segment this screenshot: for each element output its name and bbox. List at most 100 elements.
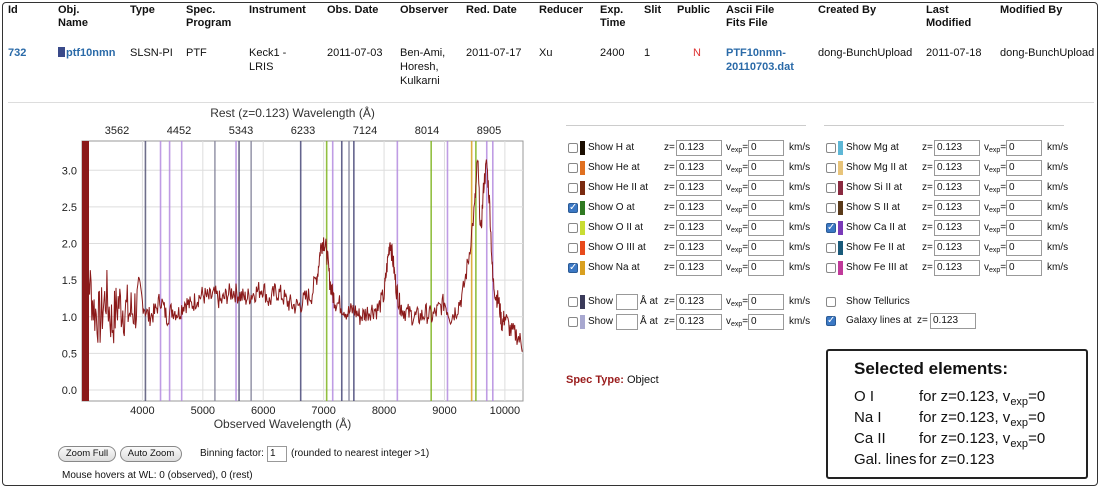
header-created-by[interactable]: Created By (818, 4, 877, 16)
z-input[interactable]: 0.123 (934, 220, 980, 236)
spectrum-chart[interactable]: 4000 5000 6000 7000 8000 9000 10000 0.0 0.5 1.0 1.… (0, 104, 540, 444)
z-input[interactable]: 0.123 (676, 314, 722, 330)
line-label: Show S II at (846, 202, 900, 213)
galaxy-z-input[interactable]: 0.123 (930, 313, 976, 329)
z-input[interactable]: 0.123 (934, 240, 980, 256)
ascii-file-link[interactable]: PTF10nmn- 20110703.dat (726, 47, 794, 73)
line-label: Show He II at (588, 182, 649, 193)
tellurics-checkbox[interactable] (826, 297, 836, 307)
line-color-swatch (580, 161, 585, 175)
custom-line-checkbox[interactable] (568, 317, 578, 327)
custom-line-checkbox[interactable] (568, 297, 578, 307)
line-checkbox[interactable] (826, 183, 836, 193)
line-checkbox[interactable] (568, 143, 578, 153)
header-instrument[interactable]: Instrument (249, 4, 306, 16)
row-id-link[interactable]: 732 (8, 47, 27, 59)
header-spec-program[interactable]: Spec. Program (186, 4, 232, 29)
z-input[interactable]: 0.123 (676, 240, 722, 256)
vexp-input[interactable]: 0 (1006, 160, 1042, 176)
header-last-modified[interactable]: Last Modified (926, 4, 972, 29)
line-checkbox[interactable] (568, 223, 578, 233)
vexp-input[interactable]: 0 (1006, 260, 1042, 276)
vexp-input[interactable]: 0 (748, 260, 784, 276)
vexp-input[interactable]: 0 (1006, 240, 1042, 256)
row-type: SLSN-PI (130, 47, 173, 59)
vexp-input[interactable]: 0 (748, 294, 784, 310)
line-checkbox[interactable] (826, 163, 836, 173)
z-input[interactable]: 0.123 (676, 294, 722, 310)
z-input[interactable]: 0.123 (934, 160, 980, 176)
line-checkbox[interactable] (826, 243, 836, 253)
z-input[interactable]: 0.123 (676, 140, 722, 156)
obj-name-link[interactable]: ptf10nmn (66, 47, 116, 59)
chart-title: Rest (z=0.123) Wavelength (Å) (210, 105, 375, 120)
vexp-input[interactable]: 0 (748, 180, 784, 196)
vexp-input[interactable]: 0 (748, 200, 784, 216)
vexp-input[interactable]: 0 (1006, 200, 1042, 216)
header-obs-date[interactable]: Obs. Date (327, 4, 379, 16)
line-row-lines-left-3: Show O at z=0.123 vexp=0 km/s (568, 200, 810, 218)
line-checkbox[interactable] (826, 143, 836, 153)
header-id[interactable]: Id (8, 4, 18, 16)
line-row-lines-left-1: Show He at z= 0.123 vexp= 0 km/s (568, 160, 810, 178)
z-input[interactable]: 0.123 (676, 180, 722, 196)
wavelength-input[interactable] (616, 294, 638, 310)
vexp-label: vexp= (984, 162, 1007, 174)
vexp-input[interactable]: 0 (1006, 140, 1042, 156)
line-checkbox[interactable] (568, 243, 578, 253)
selected-elements-box: Selected elements: O I for z=0.123, vexp=… (826, 349, 1088, 479)
y-tick-label: 0.0 (62, 385, 77, 397)
vexp-input[interactable]: 0 (1006, 180, 1042, 196)
vexp-input[interactable]: 0 (748, 220, 784, 236)
y-tick-label: 2.5 (62, 202, 77, 214)
y-tick-label: 1.0 (62, 312, 77, 324)
line-row-lines-left-0: Show H at z= 0.123 vexp= 0 km/s (568, 140, 810, 158)
vexp-label: vexp= (726, 296, 749, 308)
vexp-input[interactable]: 0 (748, 240, 784, 256)
z-input[interactable]: 0.123 (676, 200, 722, 216)
line-checkbox[interactable] (826, 203, 836, 213)
selected-title: Selected elements: (854, 359, 1009, 378)
auto-zoom-button[interactable]: Auto Zoom (120, 446, 182, 462)
line-color-swatch (838, 181, 843, 195)
vexp-input[interactable]: 0 (748, 314, 784, 330)
header-exp-time[interactable]: Exp. Time (600, 4, 626, 29)
header-reducer[interactable]: Reducer (539, 4, 584, 16)
spectrum-icon[interactable] (58, 47, 65, 57)
z-input[interactable]: 0.123 (934, 260, 980, 276)
header-type[interactable]: Type (130, 4, 155, 16)
line-checkbox[interactable] (826, 220, 836, 236)
zoom-full-button[interactable]: Zoom Full (58, 446, 116, 462)
line-row-lines-right-3: Show S II at z= 0.123 vexp= 0 km/s (826, 200, 1068, 218)
row-obj-name[interactable]: ptf10nmn (58, 46, 116, 60)
header-red-date[interactable]: Red. Date (466, 4, 517, 16)
z-label: z= (664, 242, 675, 253)
header-public[interactable]: Public (677, 4, 711, 16)
line-checkbox[interactable] (568, 200, 578, 216)
kms-label: km/s (789, 262, 811, 273)
header-observer[interactable]: Observer (400, 4, 449, 16)
z-input[interactable]: 0.123 (934, 180, 980, 196)
line-checkbox[interactable] (826, 263, 836, 273)
line-checkbox[interactable] (568, 163, 578, 173)
header-slit[interactable]: Slit (644, 4, 662, 16)
z-input[interactable]: 0.123 (676, 260, 722, 276)
z-input[interactable]: 0.123 (934, 200, 980, 216)
vexp-input[interactable]: 0 (748, 140, 784, 156)
vexp-input[interactable]: 0 (1006, 220, 1042, 236)
binning-input[interactable]: 1 (267, 446, 287, 462)
z-input[interactable]: 0.123 (934, 140, 980, 156)
galaxy-checkbox[interactable] (826, 313, 836, 329)
spectrum-series-line[interactable] (84, 159, 523, 369)
line-checkbox[interactable] (568, 260, 578, 276)
line-checkbox[interactable] (568, 183, 578, 193)
header-modified-by[interactable]: Modified By (1000, 4, 1063, 16)
vexp-input[interactable]: 0 (748, 160, 784, 176)
line-row-lines-right-2: Show Si II at z= 0.123 vexp= 0 km/s (826, 180, 1068, 198)
header-ascii-file[interactable]: Ascii File Fits File (726, 4, 775, 29)
z-input[interactable]: 0.123 (676, 160, 722, 176)
z-input[interactable]: 0.123 (676, 220, 722, 236)
y-tick-label: 1.5 (62, 275, 77, 287)
header-obj-name[interactable]: Obj. Name (58, 4, 88, 29)
wavelength-input[interactable] (616, 314, 638, 330)
